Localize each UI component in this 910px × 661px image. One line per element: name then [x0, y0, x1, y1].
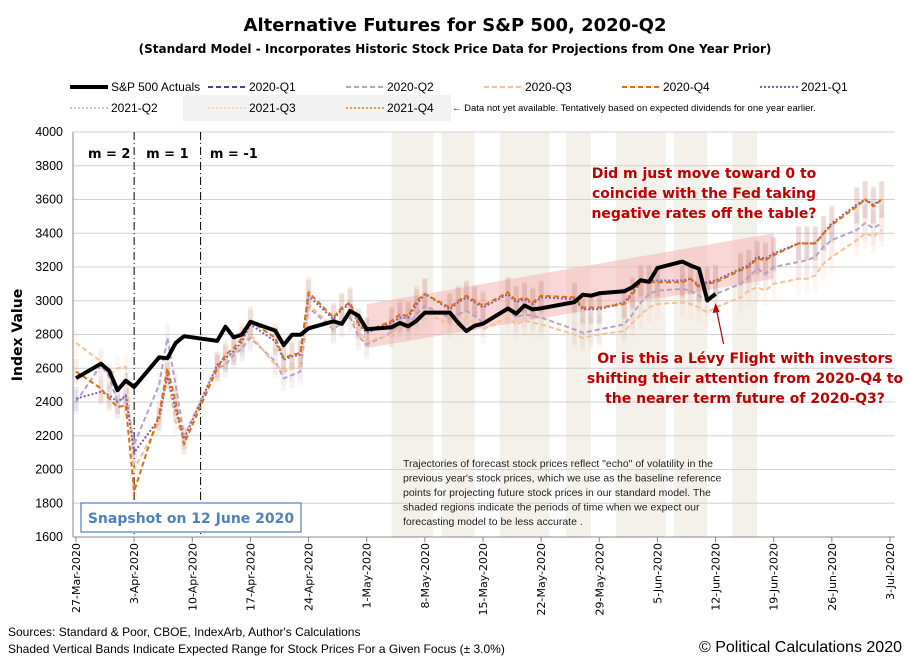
x-tick-label: 29-May-2020 [593, 543, 606, 615]
chart-subtitle: (Standard Model - Incorporates Historic … [139, 42, 772, 56]
annotation-top: Did m just move toward 0 to [592, 166, 817, 182]
methodology-note: Trajectories of forecast stock prices re… [403, 458, 713, 470]
x-tick-label: 5-Jun-2020 [651, 543, 664, 604]
snapshot-box [80, 502, 302, 533]
x-tick-label: 19-Jun-2020 [768, 543, 781, 611]
legend-note: ← Data not yet available. Tentatively ba… [452, 103, 816, 114]
regime-label: m = 2 [88, 147, 131, 162]
regime-label: m = -1 [210, 147, 258, 162]
chart-title: Alternative Futures for S&P 500, 2020-Q2 [244, 15, 667, 36]
copyright-text: © Political Calculations 2020 [699, 639, 902, 656]
regime-label: m = 1 [146, 147, 189, 162]
y-axis-label: Index Value [10, 289, 26, 381]
legend-unavailable-box [183, 95, 451, 121]
series-line-2021-q1 [75, 198, 883, 454]
y-tick-label: 4000 [35, 125, 63, 139]
legend: S&P 500 Actuals 2020-Q1 2020-Q2 2020-Q3 2020… [70, 80, 848, 121]
projection-band [366, 233, 774, 348]
y-tick-label: 3000 [35, 294, 63, 308]
y-tick-label: 3200 [35, 260, 63, 274]
legend-label: 2021-Q1 [801, 80, 848, 94]
x-tick-label: 24-Apr-2020 [303, 543, 316, 611]
sources-text: Sources: Standard & Poor, CBOE, IndexArb… [8, 625, 360, 639]
annotations: Did m just move toward 0 to coincide with… [80, 166, 904, 533]
y-tick-label: 2200 [35, 429, 63, 443]
x-tick-label: 15-May-2020 [477, 543, 490, 615]
y-tick-label: 3600 [35, 193, 63, 207]
annotation-arrow [715, 309, 725, 345]
legend-label: 2021-Q2 [111, 101, 158, 115]
x-tick-label: 27-Mar-2020 [70, 543, 83, 613]
y-tick-label: 1600 [35, 530, 63, 544]
y-tick-label: 2400 [35, 395, 63, 409]
series-line-2020-q4 [75, 198, 883, 493]
methodology-note: forecasting model to be less accurate . [403, 516, 583, 528]
y-tick-label: 2800 [35, 328, 63, 342]
x-tick-label: 3-Apr-2020 [128, 543, 141, 604]
legend-label: 2020-Q3 [525, 80, 572, 94]
series-line-s-p-500-actuals [74, 259, 717, 393]
legend-label: S&P 500 Actuals [111, 80, 200, 94]
legend-label: 2020-Q1 [249, 80, 296, 94]
legend-label: 2020-Q2 [387, 80, 434, 94]
methodology-note: shaded regions indicate the periods of t… [403, 502, 700, 514]
arrow-head-icon [712, 303, 720, 313]
methodology-note: previous year's stock prices, which we u… [403, 473, 721, 485]
footnote-text: Shaded Vertical Bands Indicate Expected … [8, 642, 505, 656]
y-tick-label: 1800 [35, 496, 63, 510]
legend-label: 2021-Q3 [249, 101, 296, 115]
x-tick-label: 8-May-2020 [419, 543, 432, 608]
legend-label: 2020-Q4 [663, 80, 710, 94]
annotation-bottom: shifting their attention from 2020-Q4 to [587, 371, 904, 387]
annotation-bottom: Or is this a Lévy Flight with investors [597, 351, 892, 367]
x-tick-label: 12-Jun-2020 [710, 543, 723, 611]
x-tick-label: 1-May-2020 [361, 543, 374, 608]
annotation-top: coincide with the Fed taking [592, 186, 816, 202]
x-tick-label: 26-Jun-2020 [826, 543, 839, 611]
series-line-2020-q2 [75, 222, 883, 446]
x-tick-label: 3-Jul-2020 [884, 543, 897, 600]
y-tick-label: 2000 [35, 463, 63, 477]
methodology-note: points for projecting future stock price… [403, 487, 711, 499]
snapshot-label: Snapshot on 12 June 2020 [88, 511, 295, 527]
x-tick-label: 17-Apr-2020 [244, 543, 257, 611]
y-tick-label: 2600 [35, 361, 63, 375]
y-tick-label: 3400 [35, 226, 63, 240]
annotation-bottom: the nearer term future of 2020-Q3? [605, 391, 885, 407]
annotation-top: negative rates off the table? [591, 206, 816, 222]
plot-area: 1600 1800 2000 2200 2400 2600 2800 3000 3200 3400… [35, 125, 897, 615]
x-tick-label: 22-May-2020 [535, 543, 548, 615]
y-tick-label: 3800 [35, 159, 63, 173]
legend-label: 2021-Q4 [387, 101, 434, 115]
x-tick-label: 10-Apr-2020 [186, 543, 199, 611]
